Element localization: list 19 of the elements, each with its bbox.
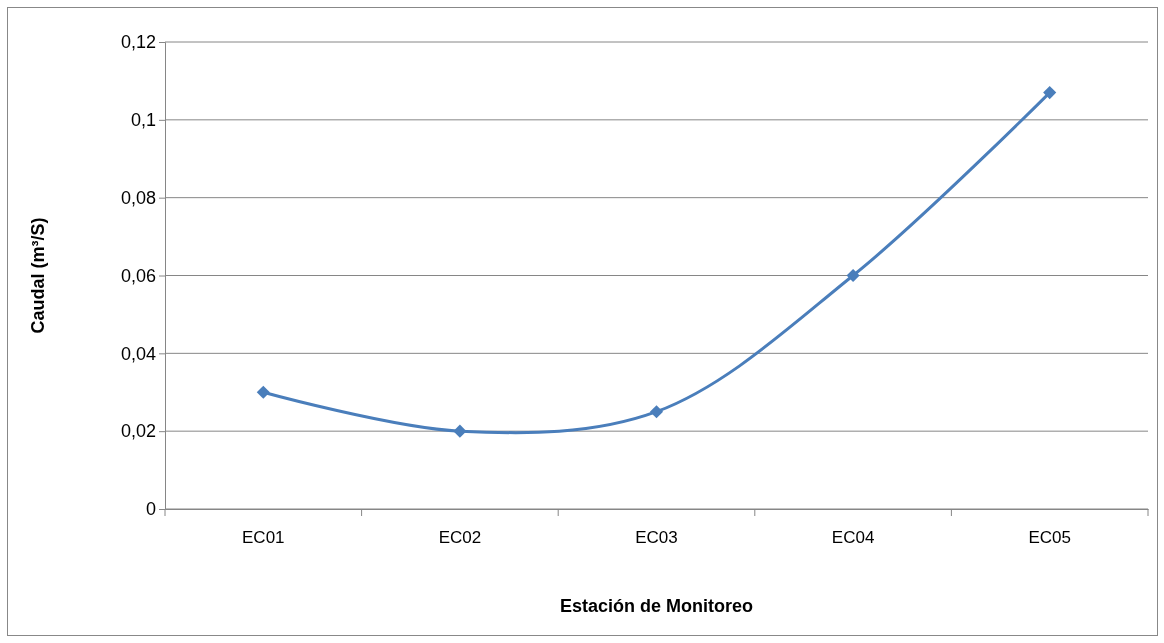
x-axis-title: Estación de Monitoreo xyxy=(559,596,754,616)
x-tick-label: EC05 xyxy=(1028,528,1071,548)
y-tick-label: 0 xyxy=(145,499,156,520)
y-tick-label: 0,02 xyxy=(120,421,156,442)
point xyxy=(1043,86,1057,100)
point xyxy=(846,268,860,283)
y-tick-label: 0,06 xyxy=(120,265,156,286)
x-tick-label: EC03 xyxy=(635,528,678,548)
y-tick-label: 0,12 xyxy=(120,32,156,53)
x-tick-label: EC04 xyxy=(831,528,875,548)
x-tick-label: EC01 xyxy=(242,528,285,548)
x-tick-label: EC02 xyxy=(438,528,482,548)
point xyxy=(453,424,467,438)
point xyxy=(649,405,664,419)
point xyxy=(256,385,270,399)
y-axis-title: Caudal (m³/S) xyxy=(28,217,48,334)
y-tick-label: 0,04 xyxy=(120,343,156,364)
y-tick-label: 0,1 xyxy=(130,110,156,131)
y-tick-label: 0,08 xyxy=(120,187,156,208)
